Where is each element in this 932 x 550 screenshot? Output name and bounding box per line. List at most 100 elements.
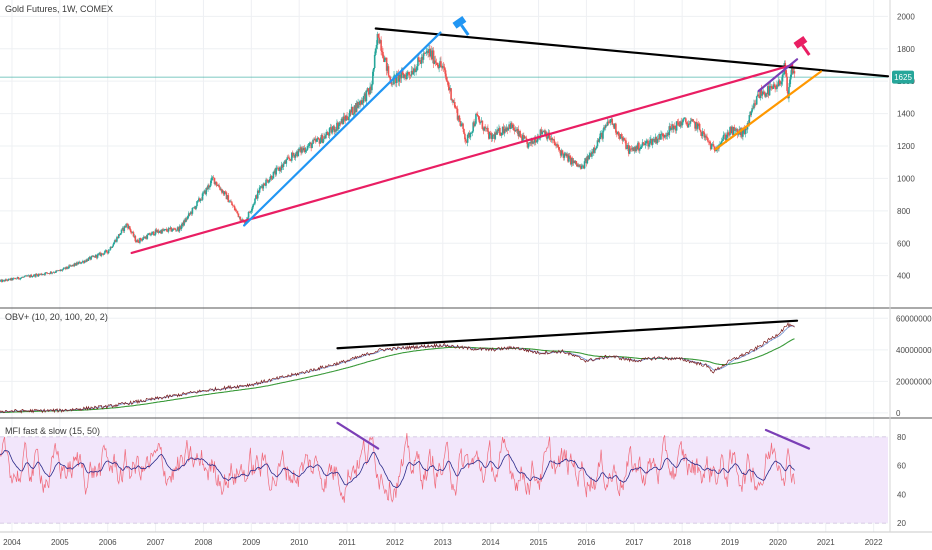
candle-body: [479, 122, 482, 123]
candle-body: [650, 138, 653, 145]
candle-body: [495, 132, 497, 135]
candle-body: [556, 144, 558, 146]
candle-body: [566, 154, 568, 157]
orange-trend-line[interactable]: [714, 70, 823, 151]
candle-body: [504, 129, 507, 132]
candle-body: [111, 246, 114, 248]
mfi-pane[interactable]: [0, 433, 795, 503]
candle-body: [540, 129, 543, 135]
candle-body: [673, 125, 676, 129]
candle-body: [630, 148, 633, 150]
candle-body: [346, 115, 348, 120]
candle-body: [394, 75, 396, 76]
candle-body: [624, 140, 626, 141]
candle-body: [181, 222, 184, 227]
candle-body: [94, 254, 97, 258]
candle-body: [627, 145, 630, 154]
candle-body: [520, 136, 522, 138]
candle-body: [289, 158, 291, 160]
candle-body: [30, 274, 33, 278]
candle-body: [340, 118, 343, 123]
candle-body: [375, 44, 378, 49]
candle-body: [707, 138, 709, 142]
candle-body: [421, 56, 424, 60]
candle-body: [256, 190, 259, 199]
candle-body: [711, 144, 714, 145]
blue-hammer-icon[interactable]: [452, 16, 473, 38]
candle-body: [679, 121, 682, 127]
candle-body: [742, 130, 744, 137]
candle-body: [584, 158, 587, 162]
candle-body: [188, 213, 191, 215]
candle-body: [523, 137, 526, 139]
candle-body: [407, 72, 410, 75]
candle-body: [460, 124, 463, 126]
obv-black-line[interactable]: [336, 319, 799, 350]
candle-body: [681, 122, 683, 126]
candle-body: [535, 141, 538, 143]
candle-body: [789, 74, 792, 80]
candle-body: [714, 149, 717, 152]
last-price-badge: 1625: [892, 70, 914, 84]
candle-body: [105, 250, 108, 253]
candle-body: [389, 77, 392, 82]
candle-body: [614, 123, 616, 129]
candle-body: [395, 73, 398, 84]
candle-body: [367, 88, 370, 92]
candle-body: [24, 275, 27, 277]
candle-body: [480, 120, 483, 123]
candle-body: [767, 86, 770, 96]
x-tick-label: 2008: [195, 538, 213, 547]
candle-body: [730, 127, 732, 133]
candle-body: [785, 70, 787, 77]
candle-body: [98, 252, 101, 254]
x-tick-label: 2016: [578, 538, 596, 547]
candle-body: [539, 129, 542, 139]
candle-body: [592, 151, 594, 153]
candle-body: [341, 118, 344, 125]
candle-body: [524, 137, 527, 139]
candle-body: [457, 115, 460, 120]
candle-body: [677, 122, 680, 125]
candle-body: [713, 146, 716, 150]
candle-body: [452, 99, 454, 103]
obv-pane[interactable]: [0, 321, 795, 414]
candle-body: [561, 150, 564, 154]
mfi-purple-line-left[interactable]: [336, 421, 380, 450]
candle-body: [312, 139, 314, 145]
price-pane[interactable]: [0, 31, 796, 283]
purple-line[interactable]: [757, 58, 799, 93]
candle-body: [503, 129, 506, 134]
candle-body: [521, 137, 523, 142]
candle-body: [530, 139, 532, 144]
candle-body: [59, 270, 61, 271]
candle-body: [120, 229, 123, 234]
candle-body: [401, 70, 404, 74]
candle-body: [8, 278, 11, 280]
candle-body: [790, 66, 793, 75]
candle-body: [529, 142, 532, 144]
candle-body: [99, 252, 102, 256]
candle-body: [662, 133, 664, 137]
candle-body: [399, 74, 402, 79]
candle-body: [22, 277, 24, 278]
candle-body: [498, 127, 500, 132]
candle-body: [422, 53, 425, 60]
candle-body: [640, 145, 643, 147]
black-resistance-line[interactable]: [374, 27, 890, 78]
candle-body: [58, 270, 60, 271]
candle-body: [592, 147, 595, 153]
pink-hammer-icon[interactable]: [793, 36, 814, 58]
candle-body: [355, 103, 358, 113]
mfi-purple-line-right[interactable]: [764, 428, 811, 450]
blue-trend-line[interactable]: [243, 31, 442, 227]
candle-body: [438, 67, 440, 69]
pink-support-line[interactable]: [130, 63, 794, 255]
mfi-slow-line: [0, 450, 795, 489]
candle-body: [263, 183, 266, 185]
candle-body: [638, 142, 640, 151]
candle-body: [204, 190, 207, 195]
candle-body: [554, 143, 556, 146]
x-tick-label: 2019: [721, 538, 739, 547]
candle-body: [155, 229, 158, 233]
